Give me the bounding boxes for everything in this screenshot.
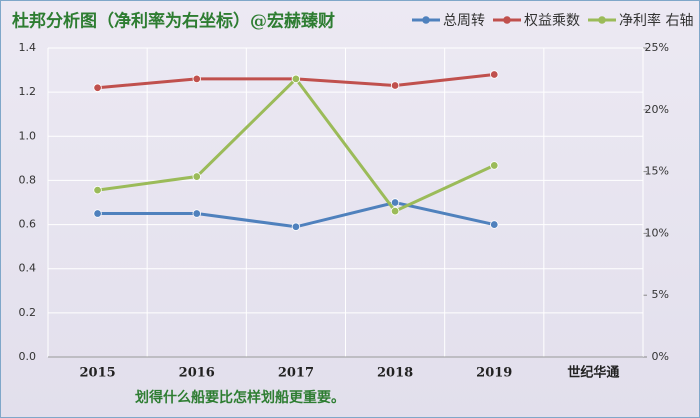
y2-tick-label: 15% bbox=[645, 165, 669, 178]
y-tick-label: 1.0 bbox=[19, 129, 37, 142]
x-tick-label: 2019 bbox=[476, 366, 512, 381]
x-tick-label: 世纪华通 bbox=[567, 365, 619, 381]
point bbox=[192, 172, 201, 181]
y-tick-label: 0.4 bbox=[19, 262, 37, 275]
chart-title: 杜邦分析图（净利率为右坐标）@宏赫臻财 bbox=[12, 11, 335, 32]
legend-marker bbox=[503, 16, 511, 24]
y-tick-label: 1.4 bbox=[19, 41, 37, 54]
x-tick-label: 2016 bbox=[179, 366, 215, 381]
x-tick-label: 2017 bbox=[278, 366, 314, 381]
point bbox=[390, 206, 400, 216]
y-tick-label: 0.8 bbox=[19, 173, 37, 186]
point bbox=[390, 198, 400, 207]
point bbox=[490, 220, 499, 229]
y2-tick-label: 20% bbox=[645, 103, 669, 116]
point bbox=[93, 185, 102, 195]
legend-label: 净利率 右轴 bbox=[619, 12, 693, 29]
y-tick-label: 0.0 bbox=[19, 350, 37, 363]
point bbox=[291, 222, 301, 231]
y-tick-label: 0.2 bbox=[19, 306, 37, 319]
legend-marker bbox=[598, 16, 606, 24]
point bbox=[291, 74, 301, 84]
y2-tick-label: 5% bbox=[652, 288, 669, 301]
y-tick-label: 0.6 bbox=[19, 218, 37, 231]
point bbox=[93, 83, 102, 92]
legend-label: 权益乘数 bbox=[524, 13, 580, 29]
point bbox=[490, 70, 499, 79]
y2-tick-label: 25% bbox=[645, 41, 669, 54]
point bbox=[490, 161, 499, 170]
point bbox=[192, 74, 201, 84]
y2-tick-label: 10% bbox=[645, 226, 669, 239]
x-tick-label: 2018 bbox=[377, 366, 413, 381]
point bbox=[390, 81, 400, 90]
legend-marker bbox=[422, 16, 430, 24]
legend-label: 总周转 bbox=[443, 13, 485, 29]
point bbox=[93, 209, 102, 218]
annotation: 划得什么船要比怎样划船更重要。 bbox=[135, 389, 345, 406]
y2-tick-label: 0% bbox=[652, 350, 669, 363]
x-tick-label: 2015 bbox=[79, 366, 115, 381]
point bbox=[192, 209, 201, 218]
y-tick-label: 1.2 bbox=[19, 85, 37, 98]
